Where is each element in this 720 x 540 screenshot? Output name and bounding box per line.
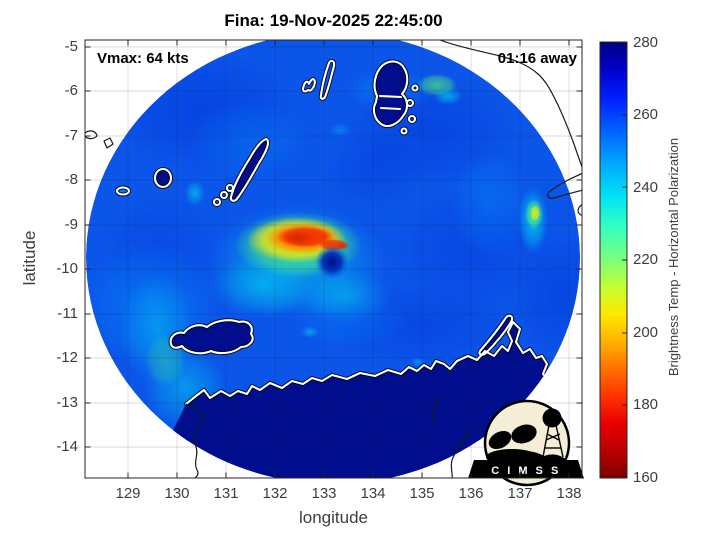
y-tick-label: -12: [56, 349, 78, 366]
colorbar-ticks: [622, 42, 627, 478]
y-tick-label: -13: [56, 394, 78, 411]
coastline-black: [85, 40, 582, 478]
y-axis-label: latitude: [20, 230, 39, 286]
new-guinea-coast: [439, 40, 582, 169]
cimss-banner-text: C I M S S: [491, 465, 561, 477]
y-ticks: [85, 46, 582, 448]
x-tick-label: 130: [164, 485, 190, 502]
x-ticks: [127, 40, 570, 478]
axes-box: [84, 39, 583, 479]
time-away-annotation: 01:16 away: [497, 50, 577, 67]
x-tick-label: 138: [556, 485, 582, 502]
cimss-logo: C I M S S: [468, 399, 584, 487]
colorbar-tick-label: 240: [633, 179, 659, 196]
colorbar-tick-label: 200: [633, 324, 659, 341]
y-tick-label: -11: [57, 305, 78, 322]
x-tick-label: 134: [360, 485, 386, 502]
tanimbar-islands: [230, 139, 269, 201]
australia-coast-outside: [185, 403, 206, 478]
water-tower-lattice-icon: [542, 424, 564, 458]
colorbar: [599, 41, 628, 479]
satellite-dish-icon: [488, 430, 512, 450]
x-tick-label: 136: [458, 485, 484, 502]
x-tick-label: 133: [311, 485, 337, 502]
colorbar-tick-label: 180: [633, 396, 659, 413]
grid: [85, 40, 582, 478]
plot-title: Fina: 19-Nov-2025 22:45:00: [224, 11, 443, 30]
cimss-banner: [468, 460, 584, 479]
x-tick-label: 135: [409, 485, 435, 502]
vmax-annotation: Vmax: 64 kts: [97, 50, 189, 67]
y-tick-label: -9: [64, 216, 78, 233]
storm-eye: [315, 245, 349, 279]
satellite-dish-icon: [511, 424, 537, 444]
coastline-white: [115, 58, 558, 412]
colorbar-tick-label: 160: [633, 469, 659, 486]
y-tick-label: -14: [56, 438, 78, 455]
colorbar-tick-label: 280: [633, 34, 659, 51]
x-axis-label: longitude: [298, 508, 368, 527]
x-tick-label: 132: [262, 485, 288, 502]
x-tick-label: 131: [213, 485, 239, 502]
x-tick-label: 137: [507, 485, 533, 502]
colorbar-tick-label: 220: [633, 251, 659, 268]
water-tower-tank-icon: [542, 408, 562, 428]
y-tick-label: -8: [64, 171, 78, 188]
y-tick-label: -10: [56, 260, 78, 277]
colorbar-tick-label: 260: [633, 106, 659, 123]
sea-texture: [86, 50, 580, 370]
plot-area: [85, 40, 582, 478]
y-tick-label: -7: [64, 127, 78, 144]
y-tick-label: -6: [64, 82, 78, 99]
y-tick-label: -5: [64, 38, 78, 55]
x-tick-label: 129: [115, 485, 141, 502]
storm-core: [208, 204, 391, 322]
